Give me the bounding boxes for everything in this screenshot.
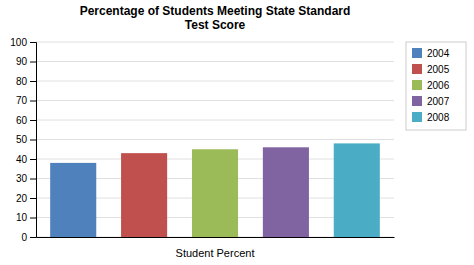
y-tick: 10 [16, 212, 36, 223]
legend-swatch [412, 96, 422, 106]
legend-label: 2005 [427, 64, 450, 75]
legend-swatch [412, 64, 422, 74]
legend-item: 2005 [412, 64, 450, 75]
y-tick-label: 100 [10, 37, 27, 48]
y-tick: 30 [16, 173, 36, 184]
title-line: Test Score [185, 18, 246, 32]
title: Percentage of Students Meeting State Sta… [80, 4, 351, 32]
grid-line [36, 120, 394, 121]
y-axis: 0 10 20 30 40 50 60 70 80 90 100 [10, 37, 36, 243]
grid-line [36, 42, 394, 43]
grid-line [36, 139, 394, 140]
y-tick-label: 30 [16, 173, 28, 184]
y-tick: 90 [16, 56, 36, 67]
y-tick-mark [30, 237, 36, 238]
legend-label: 2006 [427, 80, 450, 91]
y-tick: 50 [16, 134, 36, 145]
legend-swatch [412, 48, 422, 58]
y-tick-label: 80 [16, 76, 28, 87]
title-line: Percentage of Students Meeting State Sta… [80, 4, 351, 18]
legend-swatch [412, 112, 422, 122]
y-tick-mark [30, 140, 36, 141]
y-tick: 20 [16, 193, 36, 204]
plot: 0 10 20 30 40 50 60 70 80 90 100 [10, 37, 394, 243]
bar [192, 149, 238, 237]
y-tick-mark [30, 62, 36, 63]
y-tick-mark [30, 42, 36, 43]
y-tick: 80 [16, 76, 36, 87]
y-tick-label: 60 [16, 115, 28, 126]
y-tick-mark [30, 120, 36, 121]
y-tick: 0 [21, 232, 36, 243]
y-axis-line [30, 43, 37, 238]
grid [36, 42, 394, 237]
y-tick: 70 [16, 95, 36, 106]
y-tick-mark [30, 101, 36, 102]
bar [50, 163, 96, 237]
y-tick-label: 70 [16, 95, 28, 106]
legend-item: 2008 [412, 112, 450, 123]
y-tick-label: 10 [16, 212, 28, 223]
legend-item: 2007 [412, 96, 450, 107]
chart: 0 10 20 30 40 50 60 70 80 90 100 Percentage of Stud… [0, 0, 474, 265]
bars [50, 143, 380, 237]
legend-swatch [412, 80, 422, 90]
grid-line [36, 100, 394, 101]
legend-frame [406, 42, 466, 130]
y-tick-label: 0 [21, 232, 27, 243]
x-axis-line [37, 237, 395, 238]
y-tick-label: 50 [16, 134, 28, 145]
legend-item: 2004 [412, 48, 450, 59]
y-tick-mark [30, 159, 36, 160]
x-axis [37, 237, 395, 238]
y-tick-label: 20 [16, 193, 28, 204]
legend-label: 2008 [427, 112, 450, 123]
y-tick-label: 90 [16, 56, 28, 67]
y-tick-mark [30, 218, 36, 219]
legend: 2004 2005 2006 2007 2008 [406, 42, 466, 130]
y-tick: 40 [16, 154, 36, 165]
legend-item: 2006 [412, 80, 450, 91]
legend-label: 2007 [427, 96, 450, 107]
grid-line [36, 81, 394, 82]
y-tick: 60 [16, 115, 36, 126]
bar [121, 153, 167, 237]
y-tick: 100 [10, 37, 36, 48]
y-tick-mark [30, 198, 36, 199]
bar [263, 147, 309, 237]
y-tick-mark [30, 81, 36, 82]
y-tick-mark [30, 179, 36, 180]
grid-line [36, 61, 394, 62]
legend-label: 2004 [427, 48, 450, 59]
bar [334, 143, 380, 237]
x-label: Student Percent [176, 247, 255, 259]
y-tick-label: 40 [16, 154, 28, 165]
